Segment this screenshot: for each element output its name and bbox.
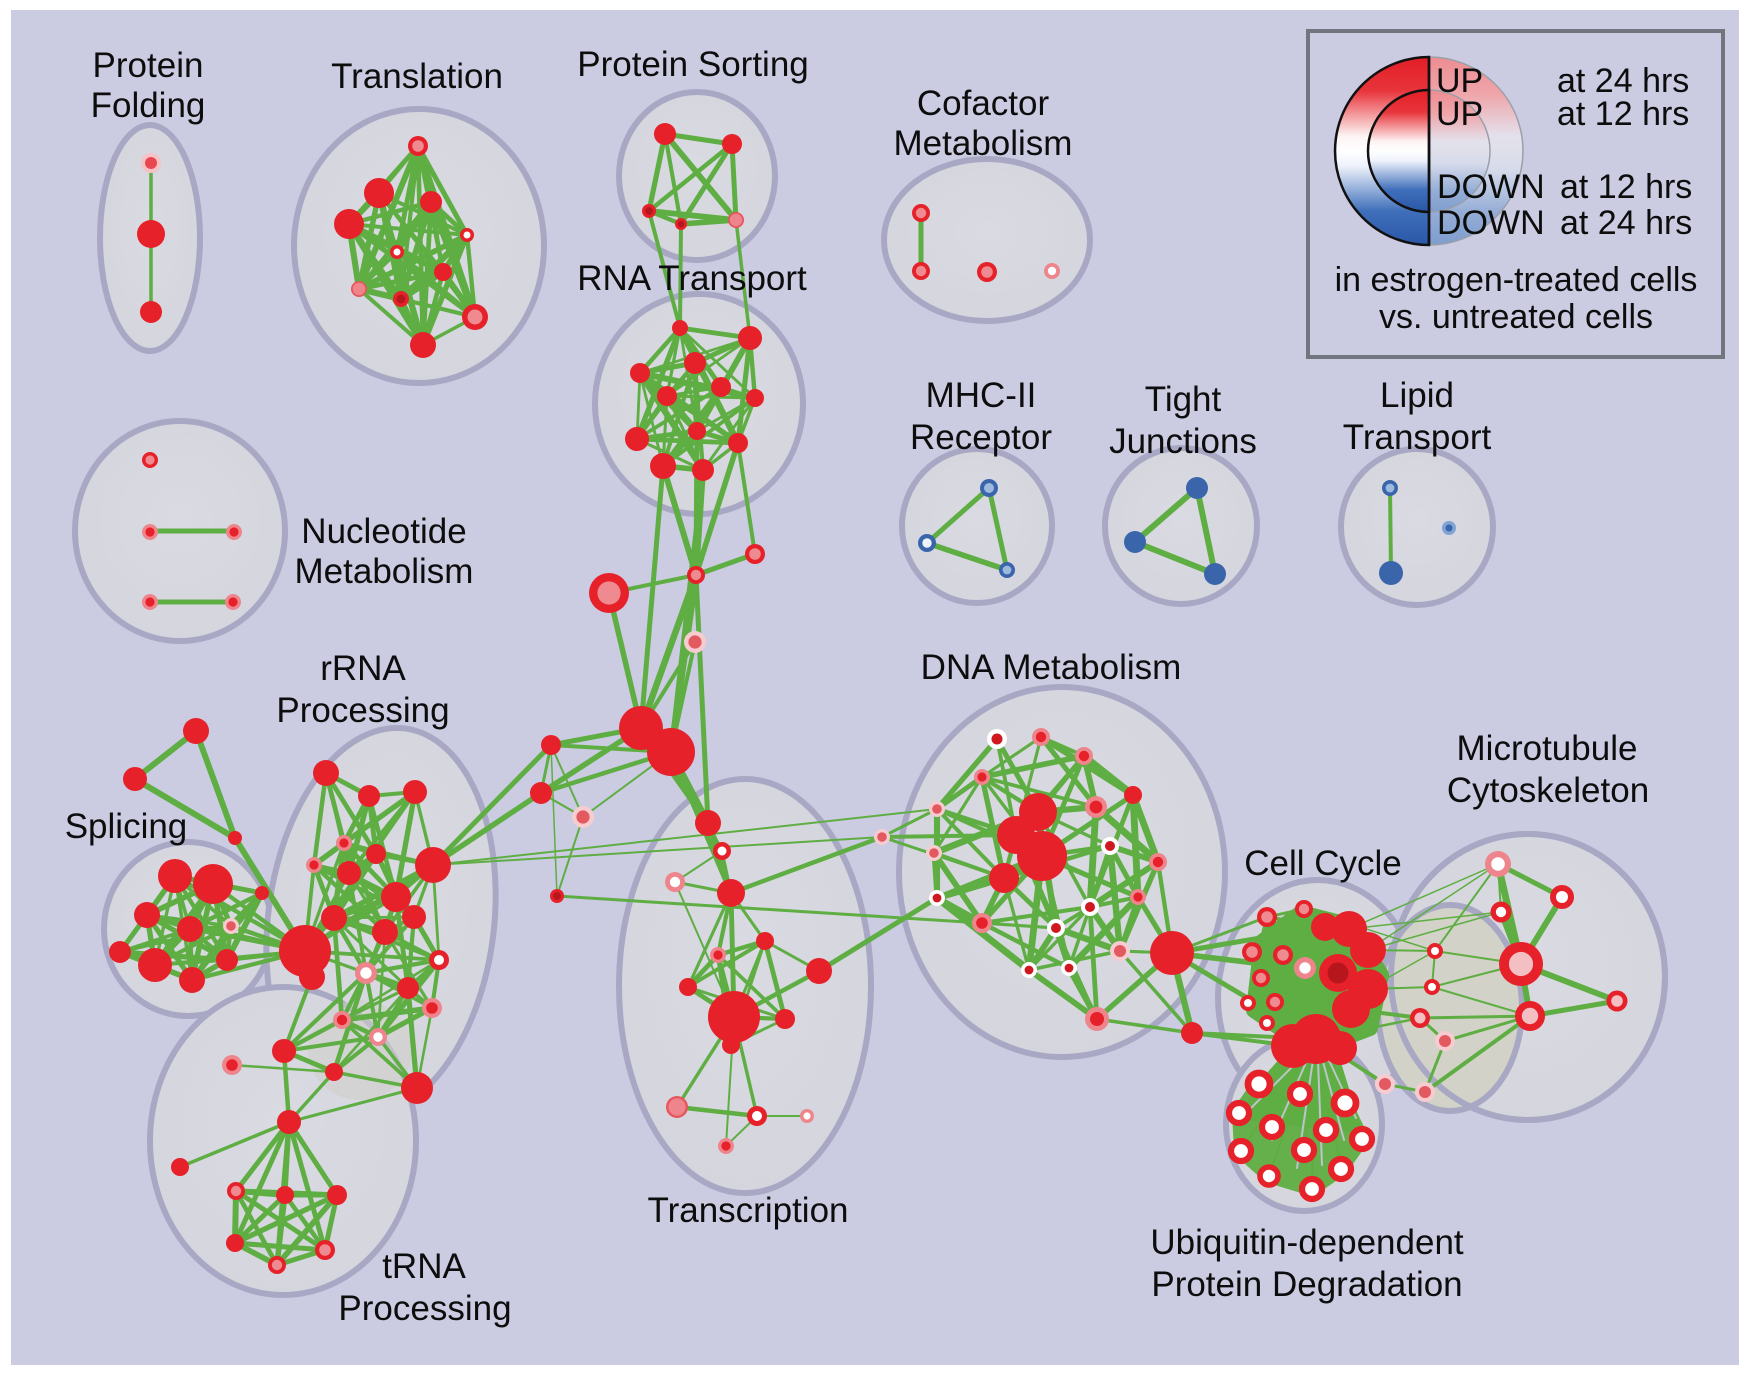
svg-text:vs. untreated cells: vs. untreated cells [1379, 298, 1653, 336]
svg-text:UP: UP [1436, 95, 1483, 133]
svg-text:UP: UP [1436, 62, 1483, 100]
svg-text:DNA Metabolism: DNA Metabolism [921, 648, 1182, 687]
svg-text:tRNA: tRNA [382, 1247, 466, 1286]
svg-text:Splicing: Splicing [65, 807, 188, 846]
svg-text:Junctions: Junctions [1109, 422, 1257, 461]
svg-text:RNA Transport: RNA Transport [577, 259, 807, 298]
svg-text:at 12 hrs: at 12 hrs [1557, 95, 1689, 133]
svg-text:Nucleotide: Nucleotide [301, 512, 466, 551]
svg-text:in estrogen-treated cells: in estrogen-treated cells [1335, 261, 1698, 299]
svg-text:at 12 hrs: at 12 hrs [1560, 168, 1692, 206]
svg-text:Metabolism: Metabolism [894, 124, 1073, 163]
svg-text:DOWN: DOWN [1437, 204, 1545, 242]
svg-text:Transport: Transport [1343, 418, 1492, 457]
svg-text:Protein Sorting: Protein Sorting [577, 45, 809, 84]
svg-text:Transcription: Transcription [648, 1191, 849, 1230]
svg-text:Cell Cycle: Cell Cycle [1244, 844, 1402, 883]
svg-text:at 24 hrs: at 24 hrs [1557, 62, 1689, 100]
svg-text:Lipid: Lipid [1380, 376, 1454, 415]
svg-text:Receptor: Receptor [910, 418, 1052, 457]
svg-text:at 24 hrs: at 24 hrs [1560, 204, 1692, 242]
svg-text:Processing: Processing [338, 1289, 511, 1328]
svg-text:Translation: Translation [331, 57, 503, 96]
svg-text:MHC-II: MHC-II [926, 376, 1037, 415]
svg-text:Cytoskeleton: Cytoskeleton [1447, 771, 1649, 810]
svg-text:Tight: Tight [1145, 380, 1222, 419]
svg-text:Folding: Folding [91, 86, 206, 125]
svg-text:Processing: Processing [276, 691, 449, 730]
svg-text:Ubiquitin-dependent: Ubiquitin-dependent [1150, 1223, 1464, 1262]
svg-text:Protein: Protein [93, 46, 204, 85]
svg-text:Cofactor: Cofactor [917, 84, 1050, 123]
svg-text:Microtubule: Microtubule [1457, 729, 1638, 768]
svg-text:Metabolism: Metabolism [295, 552, 474, 591]
svg-text:DOWN: DOWN [1437, 168, 1545, 206]
svg-text:Protein Degradation: Protein Degradation [1151, 1265, 1462, 1304]
svg-text:rRNA: rRNA [320, 649, 406, 688]
